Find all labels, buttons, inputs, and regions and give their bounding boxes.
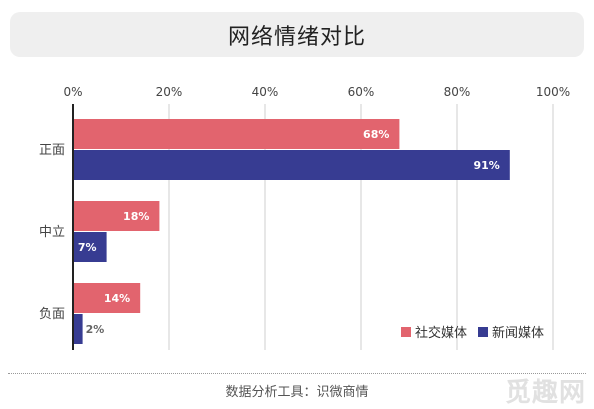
legend-swatch — [478, 327, 488, 337]
legend-label: 新闻媒体 — [492, 325, 544, 341]
bar — [73, 150, 510, 180]
category-label: 中立 — [39, 225, 65, 240]
watermark-logo: 觅趣网 — [504, 378, 586, 408]
chart-title: 网络情绪对比 — [227, 24, 366, 50]
bar — [73, 283, 141, 313]
category-label: 负面 — [39, 307, 65, 322]
data-label: 91% — [473, 159, 499, 172]
data-label: 68% — [363, 128, 389, 141]
legend-swatch — [401, 327, 411, 337]
x-tick-label: 100% — [536, 85, 570, 99]
bar — [73, 314, 83, 344]
legend-label: 社交媒体 — [415, 325, 467, 341]
x-tick-label: 0% — [63, 85, 82, 99]
footer-divider — [8, 373, 586, 374]
x-tick-label: 40% — [252, 85, 279, 99]
data-source-note: 数据分析工具：识微商情 — [225, 385, 369, 400]
bar-chart: 0% 20% 40% 60% 80% 100% 68% 91% 正面 18% 7% 中立 14% 2% 负面… — [39, 85, 570, 350]
data-label: 18% — [123, 210, 149, 223]
x-tick-label: 80% — [444, 85, 471, 99]
data-label: 14% — [104, 292, 130, 305]
chart-title-box: 网络情绪对比 — [10, 12, 584, 57]
x-tick-label: 60% — [348, 85, 375, 99]
data-label: 7% — [78, 241, 97, 254]
category-label: 正面 — [39, 143, 65, 158]
bar — [73, 119, 400, 149]
bar — [73, 232, 107, 262]
x-tick-label: 20% — [156, 85, 183, 99]
data-label: 2% — [86, 323, 105, 336]
bar — [73, 201, 160, 231]
